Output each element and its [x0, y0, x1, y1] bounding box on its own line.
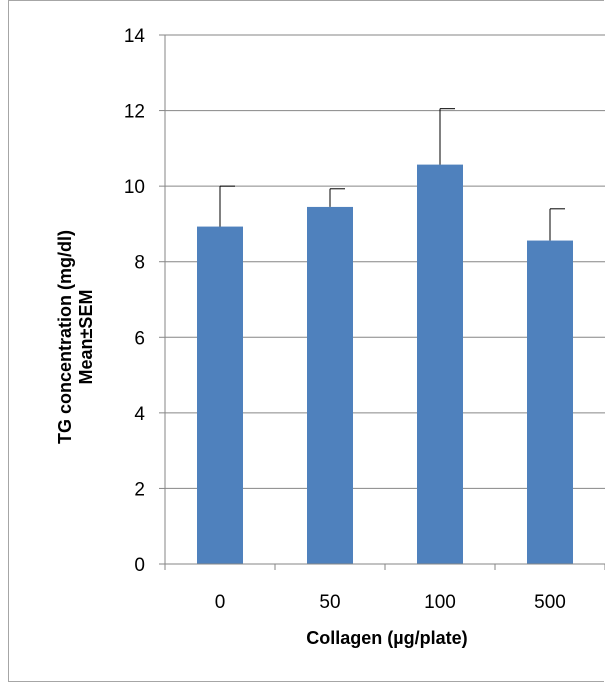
- bars: [197, 164, 573, 565]
- x-tick-label: 100: [424, 592, 456, 613]
- axes: [159, 34, 605, 570]
- bar: [197, 226, 243, 564]
- error-bars: [219, 108, 565, 241]
- y-tick-label: 2: [134, 479, 145, 500]
- x-axis-title: Collagen (µg/plate): [306, 628, 467, 648]
- chart-area: [8, 0, 604, 682]
- y-tick-label: 8: [134, 253, 145, 274]
- y-tick-labels: 0 2 4 6 8 10 12 14: [124, 26, 146, 576]
- y-tick-label: 14: [124, 26, 146, 47]
- bar: [527, 240, 573, 564]
- x-tick-label: 50: [319, 592, 340, 613]
- y-tick-label: 6: [134, 328, 145, 349]
- x-tick-label: 0: [215, 592, 226, 613]
- y-tick-label: 10: [124, 177, 145, 198]
- x-tick-label: 500: [534, 592, 566, 613]
- y-axis-title: TG concentration (mg/dl) Mean±SEM: [55, 230, 96, 444]
- x-tick-labels: 0 50 100 500: [215, 592, 566, 613]
- y-tick-label: 0: [134, 555, 145, 576]
- y-axis-title-line1: TG concentration (mg/dl): [55, 230, 75, 444]
- y-tick-label: 12: [124, 102, 145, 123]
- bar: [417, 164, 463, 565]
- bar: [307, 206, 353, 565]
- y-tick-label: 4: [134, 404, 145, 425]
- y-axis-title-line2: Mean±SEM: [76, 290, 96, 385]
